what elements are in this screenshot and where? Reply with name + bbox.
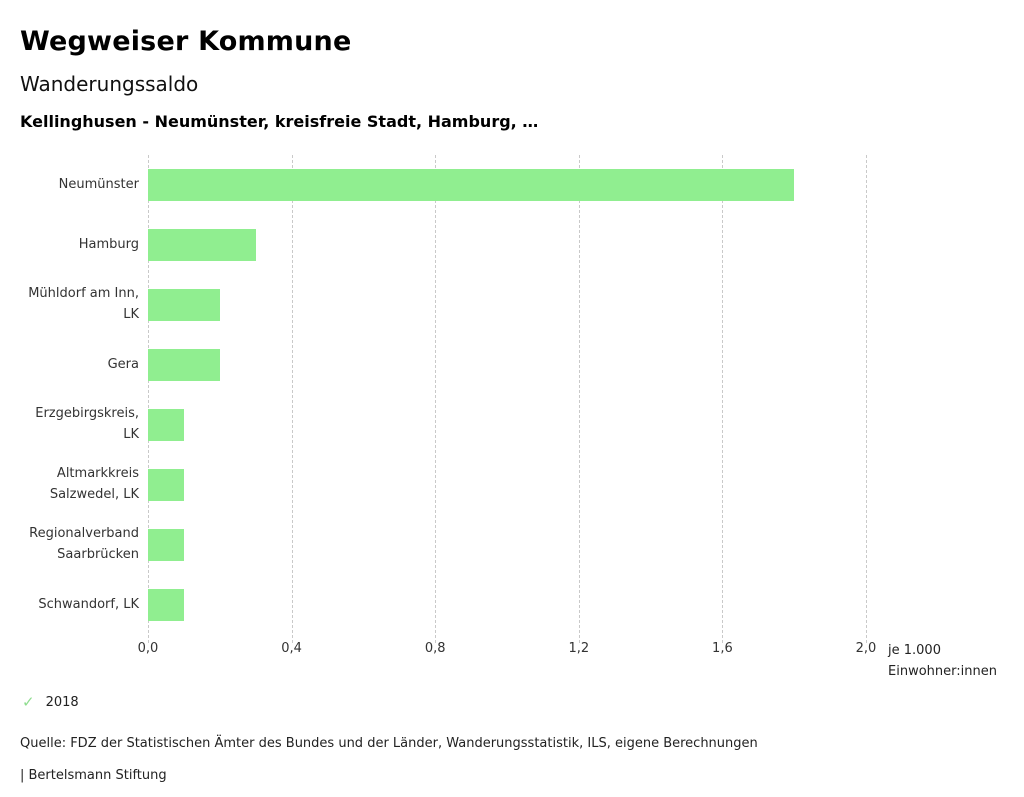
bar[interactable]	[148, 229, 256, 261]
gridline	[148, 155, 149, 643]
bar[interactable]	[148, 469, 184, 501]
x-axis: je 1.000 Einwohner:innen 0,0 0,4 0,8 1,2 1,6…	[138, 639, 997, 679]
plot-area: Neumünster Hamburg Mühldorf am Inn, LK Gera…	[20, 155, 1000, 635]
x-tick-label: 0,8	[424, 641, 446, 656]
bar-row: Schwandorf, LK	[20, 575, 1000, 635]
legend-label: 2018	[45, 694, 79, 710]
x-tick-label: 2,0	[855, 641, 877, 656]
category-label: Hamburg	[78, 236, 139, 252]
axis-unit-line2: Einwohner:innen	[888, 663, 997, 679]
indicator-title: Wanderungssaldo	[20, 72, 199, 96]
bar-row: Altmarkkreis Salzwedel, LK	[20, 455, 1000, 515]
gridline	[435, 155, 437, 643]
gridline	[578, 155, 580, 643]
bar-row: Regionalverband Saarbrücken	[20, 515, 1000, 575]
branding-text: | Bertelsmann Stiftung	[20, 768, 167, 783]
bar-row: Gera	[20, 335, 1000, 395]
bar[interactable]	[148, 589, 184, 621]
bar-row: Mühldorf am Inn, LK	[20, 275, 1000, 335]
bar-track	[148, 529, 866, 561]
app-title: Wegweiser Kommune	[20, 26, 352, 57]
axis-unit-label: je 1.000 Einwohner:innen	[888, 641, 997, 683]
category-label: Mühldorf am Inn, LK	[28, 286, 139, 322]
bar-track	[148, 229, 866, 261]
legend-item-2018[interactable]: ✓ 2018	[22, 693, 79, 711]
bar-track	[148, 349, 866, 381]
category-label: Gera	[107, 356, 139, 372]
category-label: Schwandorf, LK	[38, 596, 139, 612]
x-tick-label: 1,6	[712, 641, 733, 656]
gridline	[722, 155, 724, 643]
source-text: Quelle: FDZ der Statistischen Ämter des …	[20, 736, 758, 751]
bar-row: Neumünster	[20, 155, 1000, 215]
category-label: Regionalverband Saarbrücken	[29, 526, 139, 562]
x-tick-label: 0,4	[281, 641, 302, 656]
category-label: Erzgebirgskreis, LK	[35, 406, 139, 442]
bar-track	[148, 409, 866, 441]
bar[interactable]	[148, 289, 220, 321]
bar-track	[148, 589, 866, 621]
bar[interactable]	[148, 349, 220, 381]
bar-row: Erzgebirgskreis, LK	[20, 395, 1000, 455]
bar[interactable]	[148, 529, 184, 561]
gridline	[866, 155, 867, 643]
category-label: Altmarkkreis Salzwedel, LK	[49, 466, 139, 502]
x-tick-label: 1,2	[568, 641, 590, 656]
bar[interactable]	[148, 409, 184, 441]
gridline	[291, 155, 293, 643]
bar-track	[148, 289, 866, 321]
bar-track	[148, 169, 866, 201]
category-label: Neumünster	[58, 176, 139, 192]
bar[interactable]	[148, 169, 795, 201]
chart-title: Kellinghusen - Neumünster, kreisfreie St…	[20, 112, 539, 131]
bar-row: Hamburg	[20, 215, 1000, 275]
bar-track	[148, 469, 866, 501]
bar-chart: Neumünster Hamburg Mühldorf am Inn, LK Gera…	[20, 155, 1000, 679]
x-tick-label: 0,0	[137, 641, 159, 656]
axis-unit-line1: je 1.000	[888, 643, 941, 658]
plot-gridlines	[148, 155, 867, 643]
check-icon: ✓	[22, 693, 35, 711]
